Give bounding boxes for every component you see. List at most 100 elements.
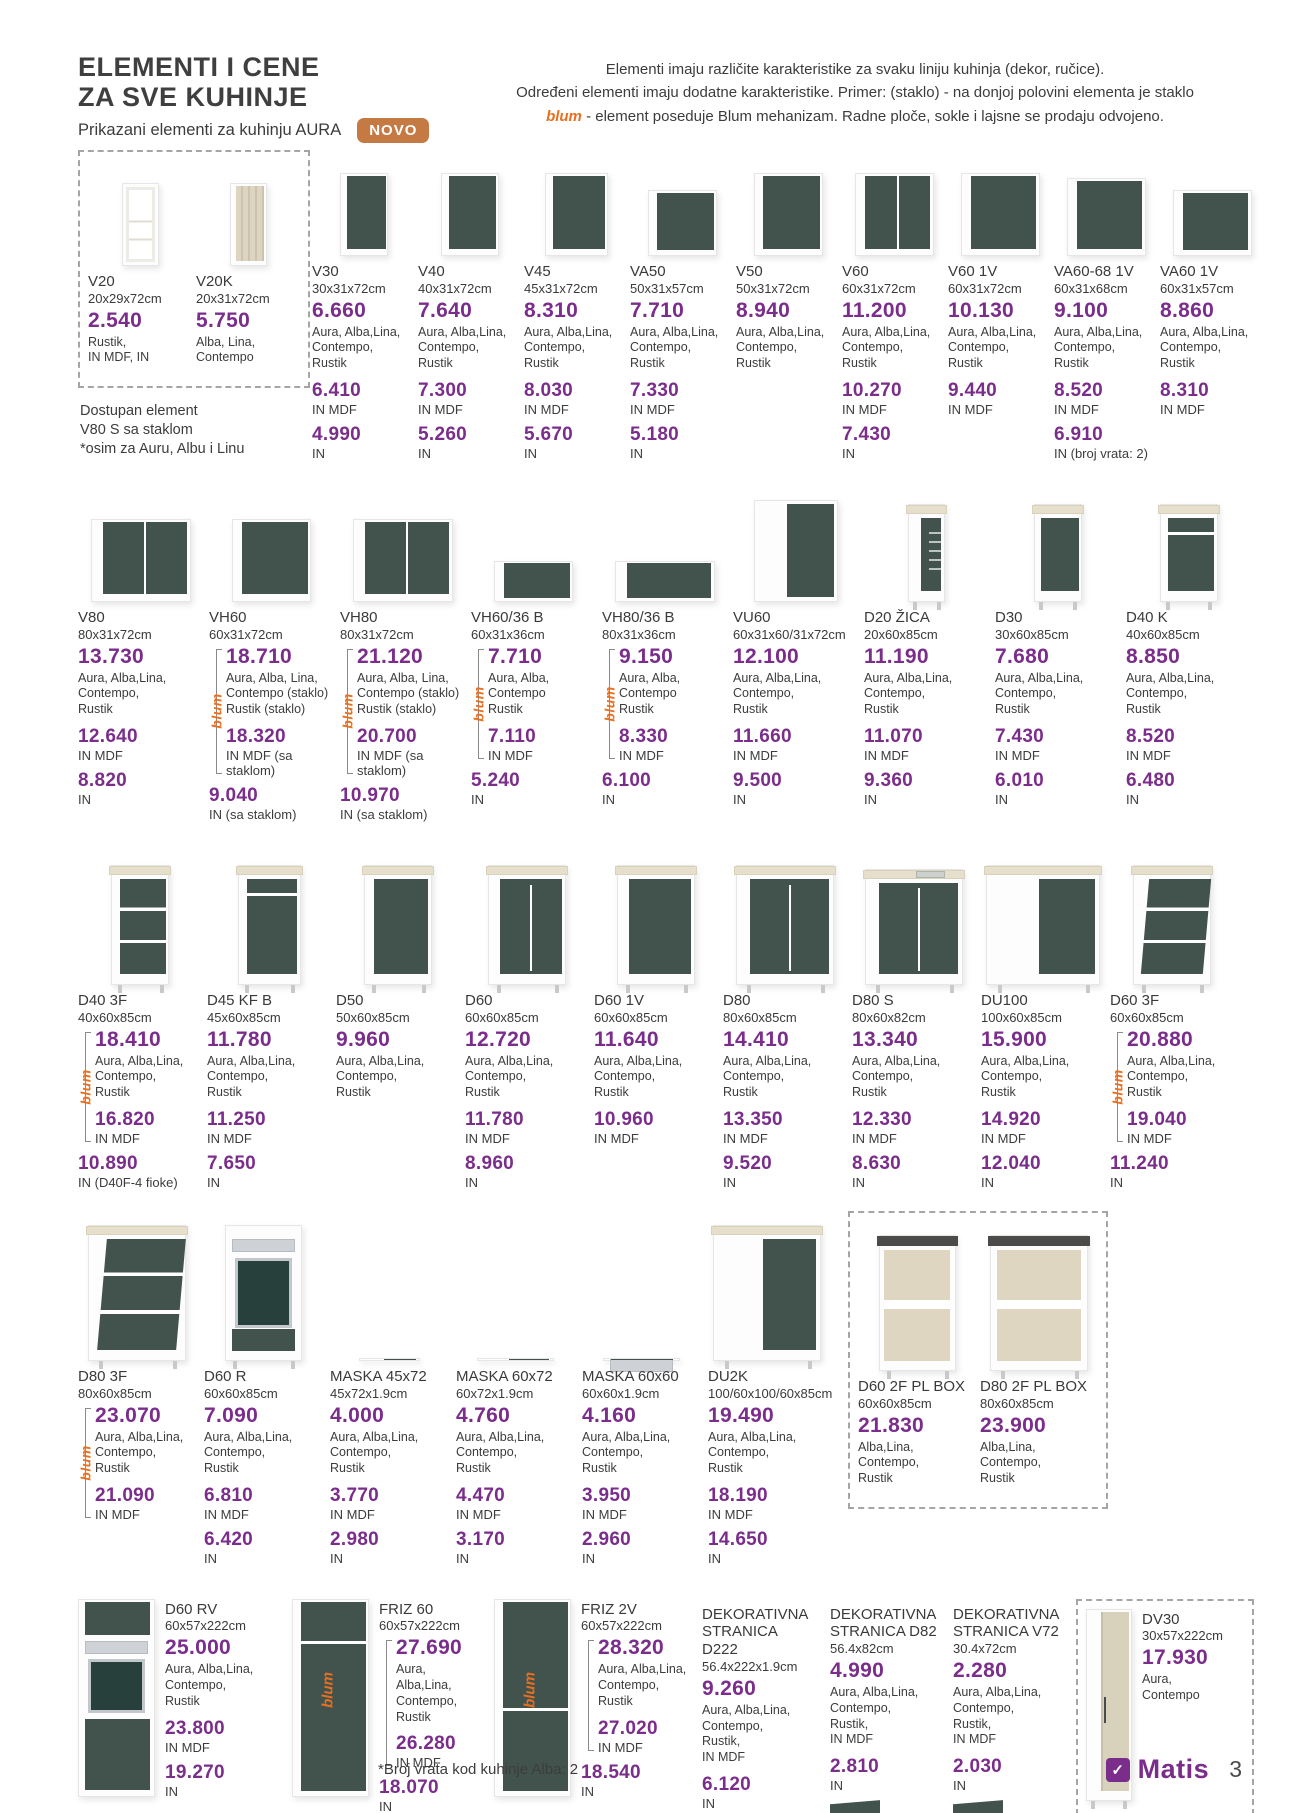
matis-logo-icon: ✓: [1105, 1757, 1130, 1782]
price-mdf: 8.310: [1160, 379, 1210, 401]
price-mdf-label: IN MDF: [864, 747, 909, 763]
price-mdf-label: IN MDF: [165, 1739, 210, 1755]
product-info: D40 3F 40x60x85cm blum 18.410 Aura, Alba,Lin…: [78, 992, 202, 1190]
price-in: 7.650: [207, 1152, 257, 1174]
product-info: V80 80x31x72cm 13.730 Aura, Alba,Lina, Conte…: [78, 609, 203, 807]
price-primary: 23.900: [980, 1413, 1047, 1437]
product-dimensions: 80x60x85cm: [78, 1385, 152, 1401]
price-primary: 2.280: [953, 1659, 1008, 1683]
price-in: 5.670: [524, 423, 574, 445]
product-image: [708, 1211, 826, 1369]
price-in: 8.630: [852, 1152, 902, 1174]
price-mdf-label: IN MDF: [1126, 747, 1171, 763]
product-dimensions: 40x31x72cm: [418, 280, 492, 296]
cabinet-illustration-sink: [863, 868, 965, 993]
cabinet-illustration-oven: [224, 1224, 302, 1369]
product-name: VH80/36 B: [602, 608, 675, 626]
price-primary: 4.000: [330, 1403, 385, 1427]
product-dimensions: 30.4x72cm: [953, 1641, 1017, 1657]
price-mdf: 3.770: [330, 1484, 380, 1506]
price-mdf-label: IN MDF: [95, 1130, 140, 1146]
cabinet-illustration-wallh: [494, 560, 573, 602]
product-card-d60-2f-pl-box: D60 2F PL BOX 60x60x85cm 21.830 Alba,Lina, C…: [858, 1221, 976, 1495]
blum-logo: blum: [1109, 1068, 1126, 1105]
price-in-label: IN (D40F-4 fioke): [78, 1174, 178, 1190]
product-name: D60 1V: [594, 991, 645, 1009]
blum-logo: blum: [339, 693, 356, 729]
product-name: D80: [723, 991, 751, 1009]
price-in-label: IN: [842, 445, 855, 461]
decor-list: Aura, Alba,Lina, Contempo, Rustik: [1126, 670, 1215, 717]
price-primary: 7.090: [204, 1403, 259, 1427]
product-info: VU60 60x31x60/31x72cm 12.100 Aura, Alba,Lin…: [733, 609, 858, 807]
note-line3: *osim za Auru, Albu i Linu: [80, 441, 245, 458]
product-image: blum: [292, 1598, 369, 1797]
price-mdf: 6.410: [312, 379, 362, 401]
price-primary: 8.940: [736, 298, 791, 322]
price-mdf-label: IN MDF: [619, 747, 664, 763]
decor-list: Aura, Contempo: [1142, 1672, 1200, 1703]
cabinet-illustration-base2: [486, 864, 568, 993]
price-mdf-label: IN MDF: [708, 1506, 753, 1522]
product-image: [312, 150, 416, 256]
product-image: [582, 1211, 700, 1372]
decor-list: Aura, Alba, Lina, Contempo (staklo) Rustik…: [357, 670, 460, 717]
price-primary: 9.150: [619, 644, 674, 668]
price-primary: 23.070: [95, 1403, 162, 1427]
product-image: [418, 150, 522, 256]
decor-list: Aura, Alba,Lina, Contempo, Rustik: [465, 1053, 554, 1100]
product-image: [209, 490, 334, 602]
matis-logo: ✓ Matis: [1105, 1754, 1210, 1785]
price-in: 6.910: [1054, 423, 1104, 445]
product-card-friz-2v: blum FRIZ 2V 60x57x222cm 28.320 Aura, Alba,L…: [494, 1598, 688, 1806]
blum-logo: blum: [601, 686, 618, 722]
decor-list: Aura, Alba,Lina, Contempo, Rustik, IN MDF: [953, 1685, 1042, 1747]
product-info: VA50 50x31x57cm 7.710 Aura, Alba,Lina, Conte…: [630, 263, 734, 461]
price-mdf: 7.330: [630, 379, 680, 401]
cabinet-illustration-dwp: [602, 1357, 680, 1372]
decor-list: Aura, Alba,Lina, Contempo, Rustik: [330, 1429, 419, 1476]
product-name: DV30: [1142, 1610, 1180, 1628]
price-mdf-label: IN MDF: [95, 1506, 140, 1522]
product-image: [78, 1211, 196, 1369]
subtitle-text: Prikazani elementi za kuhinju AURA: [78, 121, 342, 140]
product-name: V20K: [196, 273, 233, 290]
price-primary: 8.850: [1126, 644, 1181, 668]
product-name: VU60: [733, 608, 771, 626]
product-image: [204, 1211, 322, 1369]
product-dimensions: 80x60x85cm: [723, 1009, 797, 1025]
decor-list: Aura, Alba,Lina, Contempo, Rustik: [723, 1053, 812, 1100]
price-mdf: 20.700: [357, 725, 417, 747]
footer-note: *Broj vrata kod kuhinje Alba: 2: [378, 1761, 579, 1778]
product-name: D60 R: [204, 1367, 247, 1385]
price-in-label: IN: [864, 791, 877, 807]
product-image: [1110, 859, 1234, 993]
cabinet-illustration-tallov: [78, 1598, 155, 1797]
product-dimensions: 20x31x72cm: [196, 290, 270, 306]
price-primary: 7.710: [488, 644, 543, 668]
decor-list: Aura, Alba,Lina, Contempo, Rustik: [95, 1053, 184, 1100]
intro-line2: Određeni elementi imaju dodatne karakter…: [516, 84, 1194, 102]
product-name: V60 1V: [948, 263, 998, 280]
price-mdf-label: IN: [702, 1795, 715, 1811]
price-mdf-label: IN MDF: [630, 401, 675, 417]
product-info: VH80/36 B 80x31x36cm blum 9.150 Aura, Alba, C…: [602, 609, 727, 807]
blum-logo: blum: [521, 1671, 538, 1708]
price-in-label: IN: [418, 445, 431, 461]
blum-price-group: blum 7.710 Aura, Alba, Contempo Rustik 7.110 I…: [471, 645, 596, 763]
price-mdf-label: IN MDF: [723, 1130, 768, 1146]
price-in: 19.270: [165, 1761, 225, 1783]
price-in-label: IN: [995, 791, 1008, 807]
price-mdf: 6.120: [702, 1773, 752, 1795]
product-info: VA60 1V 60x31x57cm 8.860 Aura, Alba,Lina, Co…: [1160, 263, 1264, 417]
price-primary: 8.310: [524, 298, 579, 322]
product-dimensions: 100/60x100/60x85cm: [708, 1385, 833, 1401]
product-name: D50: [336, 991, 364, 1009]
product-card-vh80: VH80 80x31x72cm blum 21.120 Aura, Alba, Lina…: [340, 490, 465, 829]
product-name: DEKORATIVNA STRANICA D82: [830, 1605, 937, 1641]
product-info: DU100 100x60x85cm 15.900 Aura, Alba,Lina, Co…: [981, 992, 1105, 1190]
price-mdf-label: IN MDF: [524, 401, 569, 417]
product-info: V40 40x31x72cm 7.640 Aura, Alba,Lina, Contem…: [418, 263, 522, 461]
price-mdf-label: IN MDF: [456, 1506, 501, 1522]
price-in: 9.040: [209, 784, 259, 806]
